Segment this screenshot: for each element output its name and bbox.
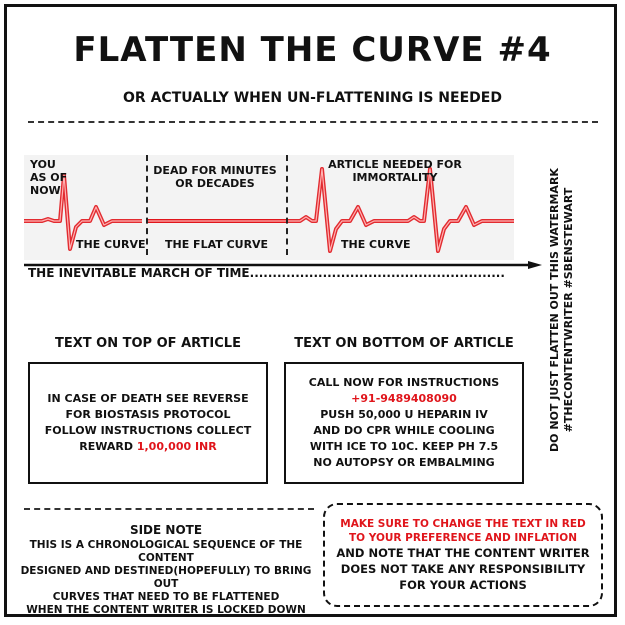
article-bottom-heading: TEXT ON BOTTOM OF ARTICLE xyxy=(294,336,514,351)
disclaimer-line-3: FOR YOUR ACTIONS xyxy=(399,578,527,592)
segment-separator-1 xyxy=(146,155,148,255)
side-note-line-1: THIS IS A CHRONOLOGICAL SEQUENCE OF THE … xyxy=(29,539,303,564)
reward-value: 1,00,000 INR xyxy=(136,440,217,453)
article-top-line-2: FOR BIOSTASIS PROTOCOL xyxy=(65,408,231,421)
disclaimer-red-line-1: MAKE SURE TO CHANGE THE TEXT IN RED xyxy=(340,518,586,530)
article-top-line-1: IN CASE OF DEATH SEE REVERSE xyxy=(47,392,249,405)
article-top-line-3: FOLLOW INSTRUCTIONS COLLECT xyxy=(44,424,252,437)
article-top-box: IN CASE OF DEATH SEE REVERSE FOR BIOSTAS… xyxy=(28,362,268,484)
side-note-line-3: CURVES THAT NEED TO BE FLATTENED xyxy=(52,591,280,603)
side-note: SIDE NOTE THIS IS A CHRONOLOGICAL SEQUEN… xyxy=(16,524,316,617)
time-arrow-label: THE INEVITABLE MARCH OF TIME............… xyxy=(28,266,505,280)
reward-prefix: REWARD xyxy=(79,440,137,453)
article-bottom-line-5: NO AUTOPSY OR EMBALMING xyxy=(313,456,495,469)
comic-frame xyxy=(4,4,617,617)
segment-2-caption: THE FLAT CURVE xyxy=(165,238,269,251)
ecg-strip xyxy=(24,155,514,260)
article-bottom-line-2: PUSH 50,000 U HEPARIN IV xyxy=(320,408,488,421)
segment-3-label: ARTICLE NEEDED FOR IMMORTALITY xyxy=(328,158,462,184)
disclaimer-red-line-2: TO YOUR PREFERENCE AND INFLATION xyxy=(349,532,577,544)
disclaimer-line-1: AND NOTE THAT THE CONTENT WRITER xyxy=(336,546,590,560)
disclaimer-line-2: DOES NOT TAKE ANY RESPONSIBILITY xyxy=(340,562,586,576)
phone-number: +91-9489408090 xyxy=(351,392,457,405)
ecg-trace xyxy=(24,155,514,260)
article-top-reward: REWARD 1,00,000 INR xyxy=(79,439,216,455)
lower-divider xyxy=(24,508,314,510)
disclaimer-box: MAKE SURE TO CHANGE THE TEXT IN RED TO Y… xyxy=(323,503,603,607)
segment-1-label: YOU AS OF NOW xyxy=(30,158,68,197)
side-note-line-4: WHEN THE CONTENT WRITER IS LOCKED DOWN xyxy=(26,604,306,616)
side-note-heading: SIDE NOTE xyxy=(129,523,203,537)
side-note-line-2: DESIGNED AND DESTINED(HOPEFULLY) TO BRIN… xyxy=(20,565,312,590)
segment-3-caption: THE CURVE xyxy=(341,238,411,251)
page-subtitle: OR ACTUALLY WHEN UN-FLATTENING IS NEEDED xyxy=(123,90,502,106)
article-bottom-line-1: CALL NOW FOR INSTRUCTIONS xyxy=(308,376,500,389)
time-arrow xyxy=(24,260,542,274)
article-bottom-box: CALL NOW FOR INSTRUCTIONS +91-9489408090… xyxy=(284,362,524,484)
page-title: FLATTEN THE CURVE #4 xyxy=(73,30,552,70)
watermark-line-2: #THECONTENTWRITER #SBENSTEWART xyxy=(562,187,575,433)
watermark-line-1: DO NOT JUST FLATTEN OUT THIS WATERMARK xyxy=(548,168,561,452)
article-top-heading: TEXT ON TOP OF ARTICLE xyxy=(55,336,241,351)
segment-1-caption: THE CURVE xyxy=(76,238,146,251)
segment-2-label: DEAD FOR MINUTES OR DECADES xyxy=(153,164,277,190)
top-divider xyxy=(28,121,598,123)
article-bottom-line-4: WITH ICE TO 10C. KEEP PH 7.5 xyxy=(309,440,499,453)
segment-separator-2 xyxy=(286,155,288,255)
article-bottom-line-3: AND DO CPR WHILE COOLING xyxy=(313,424,495,437)
